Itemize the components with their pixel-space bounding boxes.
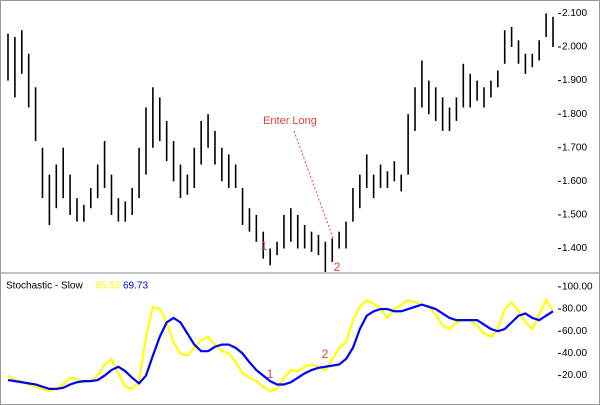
y-tick-label: 1.900 <box>562 75 587 86</box>
y-tick-label: 1.600 <box>562 176 587 187</box>
y-tick-label: 2.100 <box>562 8 587 19</box>
annotation: Enter Long <box>263 115 317 127</box>
y-tick-label: 20.00 <box>562 370 587 381</box>
y-tick-label: 40.00 <box>562 348 587 359</box>
y-tick-label: 1.800 <box>562 109 587 120</box>
annotation-arrow <box>293 130 334 239</box>
annotation: 1 <box>261 239 268 253</box>
annotation: 2 <box>322 347 329 361</box>
legend-entry: 69.73 <box>123 281 148 292</box>
y-tick-label: 60.00 <box>562 326 587 337</box>
y-tick-label: 1.400 <box>562 243 587 254</box>
legend-entry: 65.53 <box>95 281 120 292</box>
y-tick-label: 2.000 <box>562 42 587 53</box>
y-tick-label: 100.00 <box>562 282 593 293</box>
y-tick-label: 1.700 <box>562 142 587 153</box>
y-tick-label: 1.500 <box>562 210 587 221</box>
stochastic-line <box>7 303 554 391</box>
annotation: 1 <box>267 367 274 381</box>
annotation: 2 <box>334 260 341 274</box>
y-tick-label: 80.00 <box>562 304 587 315</box>
indicator-title: Stochastic - Slow <box>6 281 83 292</box>
